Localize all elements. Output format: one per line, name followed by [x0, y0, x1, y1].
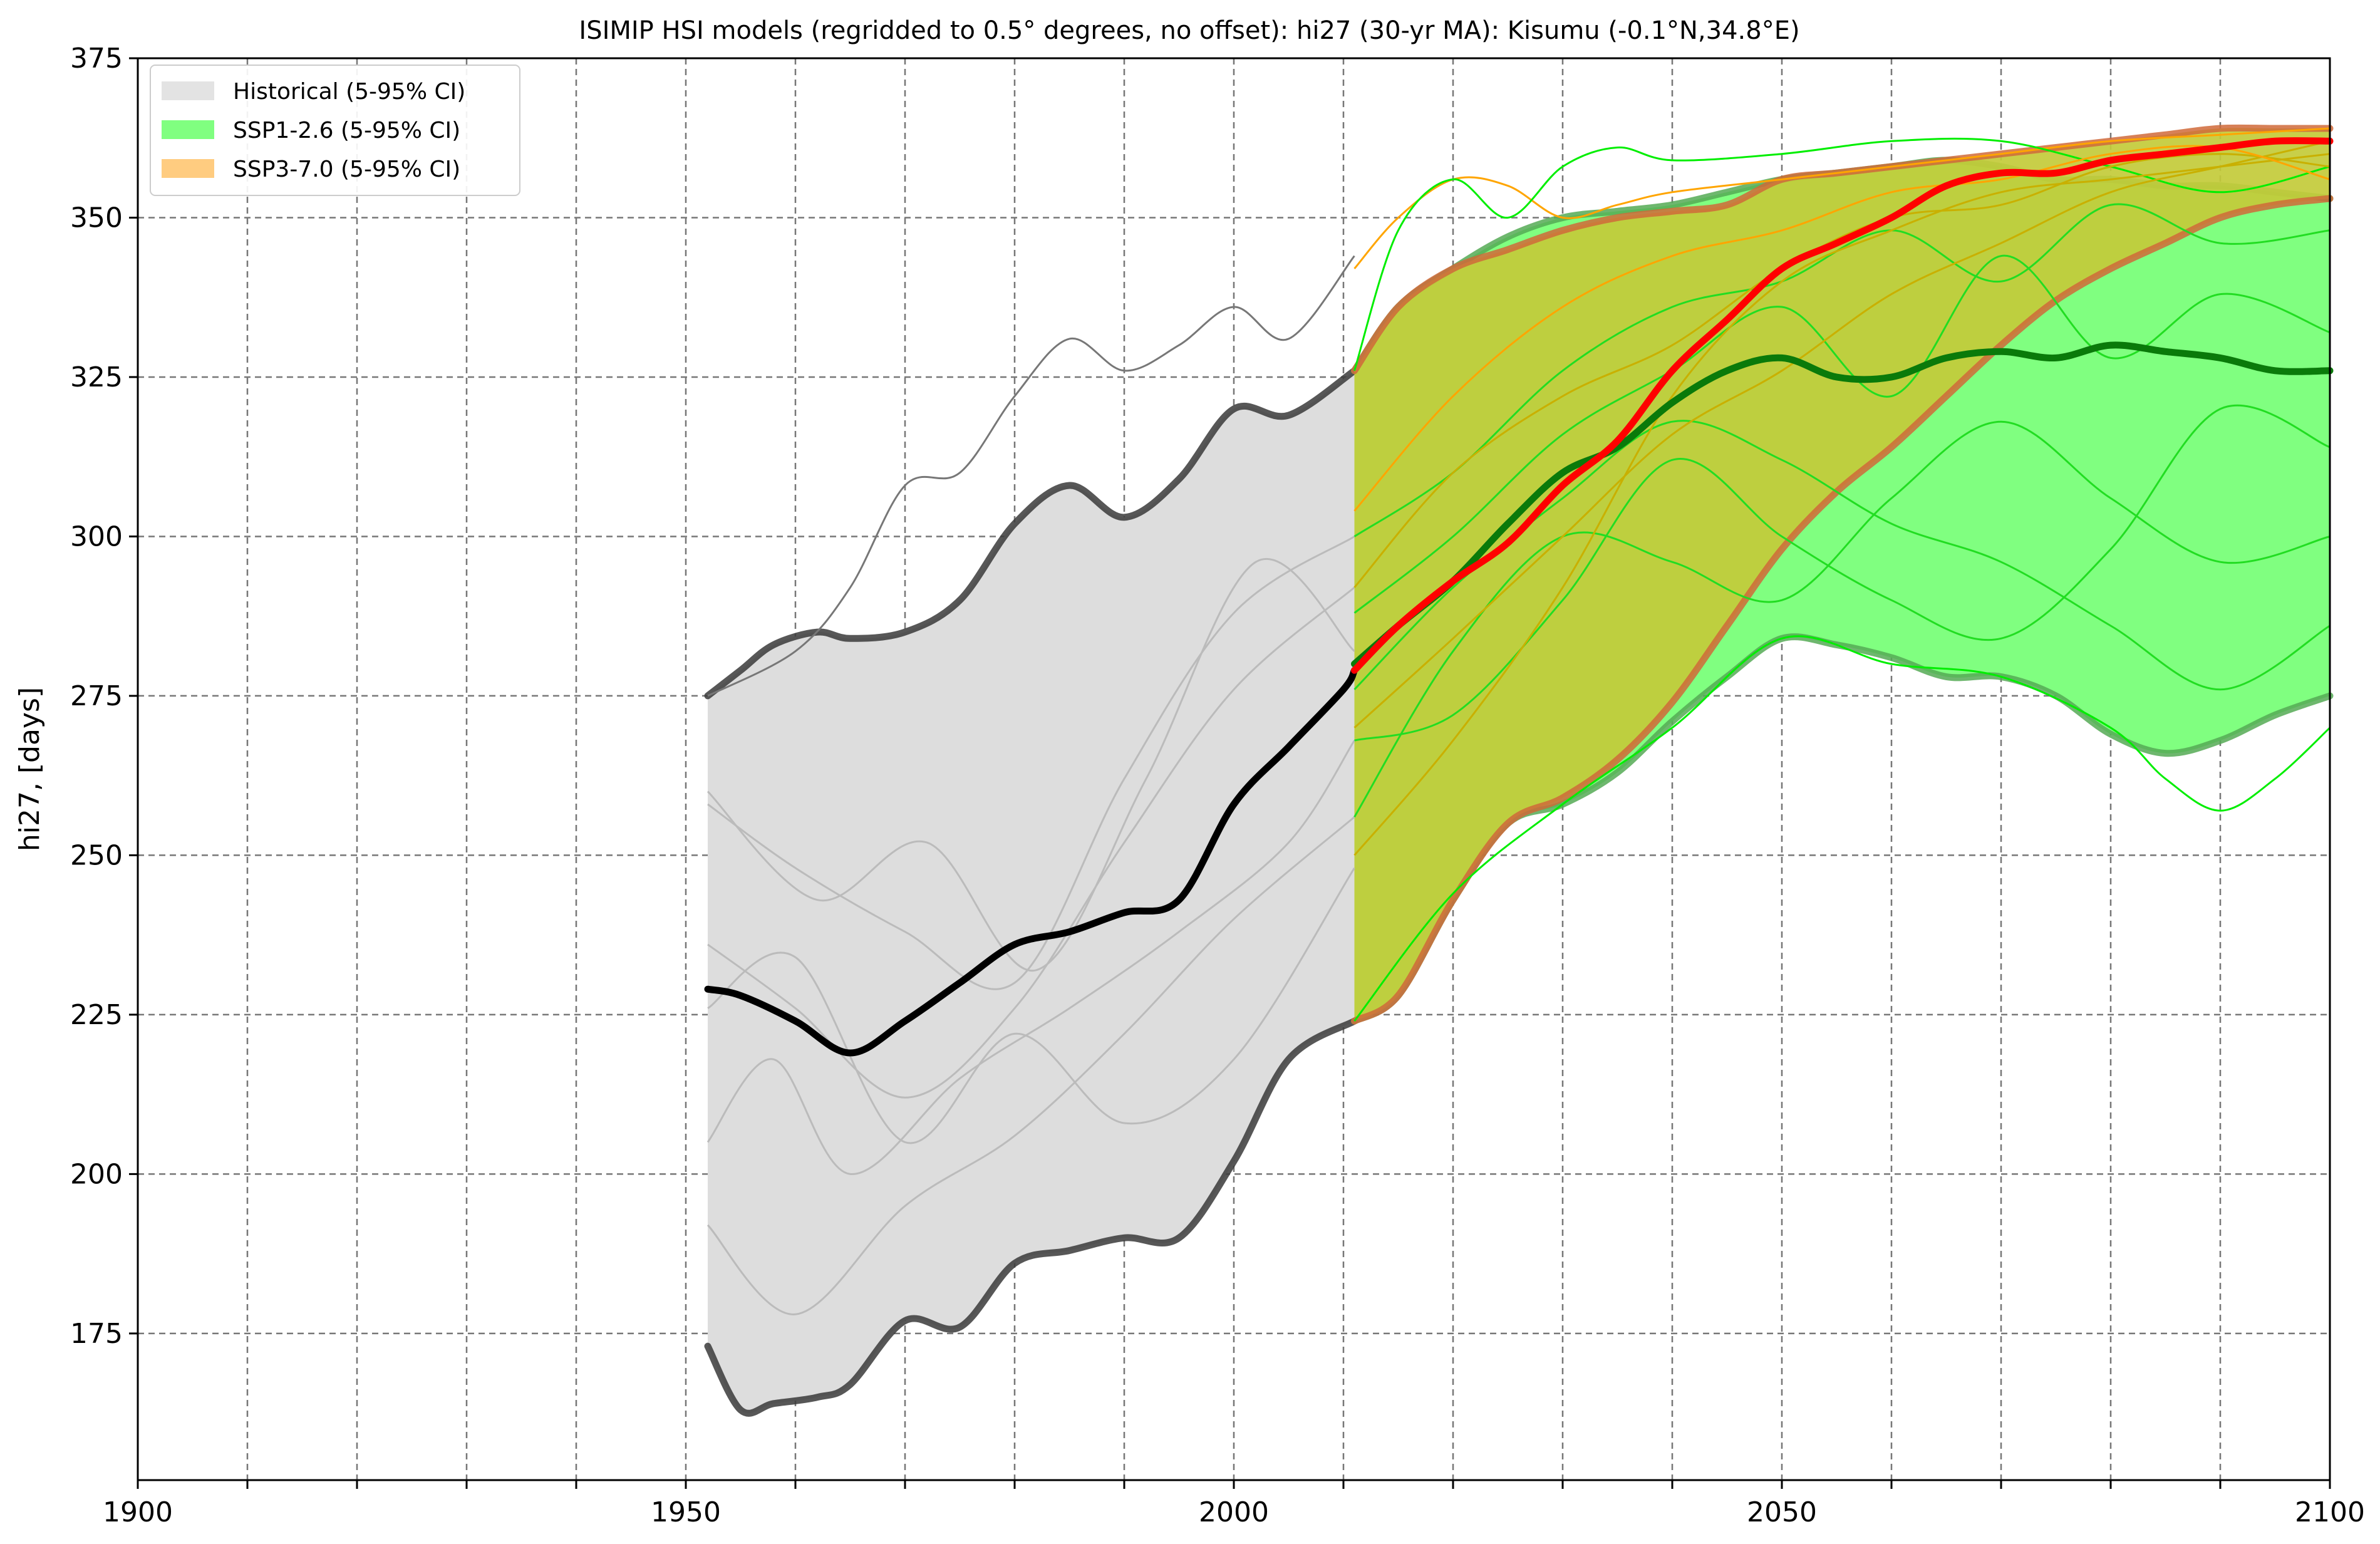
- x-tick-label: 1950: [651, 1496, 721, 1528]
- member-line-3: [706, 740, 1355, 1175]
- y-tick-label: 250: [70, 839, 123, 871]
- member-line-7: [1353, 127, 2331, 269]
- member-line-9: [1353, 635, 2331, 1022]
- member-line-5: [706, 557, 1355, 972]
- band-lower-edge-0: [704, 1017, 1358, 1417]
- x-tick-label: 1900: [103, 1496, 173, 1528]
- band-0: [708, 370, 1355, 1414]
- member-line-6: [707, 868, 1355, 1144]
- median-lines: [704, 137, 2334, 1057]
- legend-frame: [150, 65, 520, 196]
- median-line-1: [1351, 341, 2334, 668]
- x-tick-label: 2050: [1747, 1496, 1817, 1528]
- y-tick-label: 300: [70, 521, 123, 552]
- x-tick-label: 2000: [1199, 1496, 1269, 1528]
- member-line-1: [707, 536, 1355, 990]
- bands: [704, 124, 2334, 1417]
- member-line-18: [1353, 145, 2331, 512]
- y-axis-label: hi27, [days]: [14, 687, 46, 851]
- legend-label-historical: Historical (5-95% CI): [233, 79, 465, 105]
- member-lines: [706, 127, 2331, 1315]
- legend-label-ssp370: SSP3-7.0 (5-95% CI): [233, 157, 460, 182]
- band-2: [1354, 128, 2330, 1022]
- y-tick-label: 350: [70, 202, 123, 234]
- chart-title: ISIMIP HSI models (regridded to 0.5° deg…: [579, 16, 1799, 45]
- x-tick-label: 2100: [2295, 1496, 2365, 1528]
- legend-swatch-ssp370: [162, 159, 214, 178]
- y-tick-label: 225: [70, 999, 123, 1031]
- y-tick-label: 200: [70, 1158, 123, 1190]
- band-lower-edge-2: [1351, 195, 2334, 1025]
- y-axis: 175 200 225 250 275 300 325 350 375: [70, 43, 138, 1350]
- y-tick-label: 375: [70, 43, 123, 75]
- median-line-0: [704, 666, 1358, 1057]
- median-line-2: [1351, 137, 2334, 674]
- legend: Historical (5-95% CI) SSP1-2.6 (5-95% CI…: [150, 65, 520, 196]
- member-line-0: [707, 255, 1355, 697]
- y-tick-label: 325: [70, 361, 123, 393]
- band-upper-edge-0: [704, 367, 1358, 700]
- member-line-17: [1353, 140, 2331, 728]
- x-axis: 1900 1950 2000 2050 2100: [103, 1480, 2365, 1528]
- member-line-2: [707, 586, 1355, 1099]
- member-line-4: [706, 816, 1355, 1315]
- member-line-8: [1353, 137, 2331, 371]
- legend-swatch-historical: [162, 81, 214, 100]
- member-line-15: [1353, 153, 2331, 856]
- legend-swatch-ssp126: [162, 120, 214, 139]
- y-tick-label: 175: [70, 1318, 123, 1350]
- y-tick-label: 275: [70, 680, 123, 712]
- legend-label-ssp126: SSP1-2.6 (5-95% CI): [233, 118, 460, 143]
